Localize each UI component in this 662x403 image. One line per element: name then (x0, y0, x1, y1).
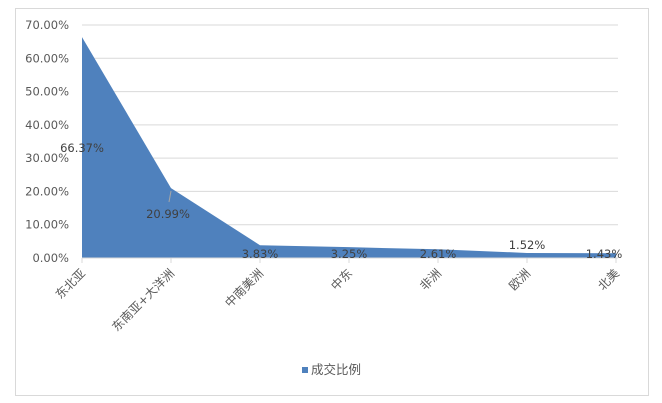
x-tick-label: 东北亚 (53, 266, 88, 301)
legend-label: 成交比例 (311, 362, 361, 377)
data-label: 1.43% (586, 247, 623, 261)
data-label: 3.83% (242, 247, 279, 261)
y-tick-label: 60.00% (25, 51, 69, 65)
data-label: 66.37% (60, 141, 104, 155)
x-tick-label: 中南美洲 (222, 266, 267, 311)
x-tick-label: 中东 (328, 266, 356, 294)
x-tick-label: 东南亚+大洋洲 (108, 266, 177, 335)
y-tick-label: 50.00% (25, 85, 69, 99)
x-tick-label: 北美 (595, 266, 622, 293)
x-tick-label: 欧洲 (506, 266, 533, 293)
legend-marker (302, 367, 308, 373)
data-label: 2.61% (420, 247, 457, 261)
y-tick-label: 30.00% (25, 151, 69, 165)
y-tick-label: 70.00% (25, 18, 69, 32)
y-tick-label: 10.00% (25, 218, 69, 232)
x-tick-label: 非洲 (417, 266, 444, 293)
data-label: 1.52% (509, 238, 546, 252)
data-label: 20.99% (146, 207, 190, 221)
y-tick-label: 20.00% (25, 184, 69, 198)
data-label: 3.25% (331, 247, 368, 261)
y-tick-label: 0.00% (32, 251, 69, 265)
leader-line (168, 190, 172, 203)
area-series (82, 37, 616, 258)
y-tick-label: 40.00% (25, 118, 69, 132)
